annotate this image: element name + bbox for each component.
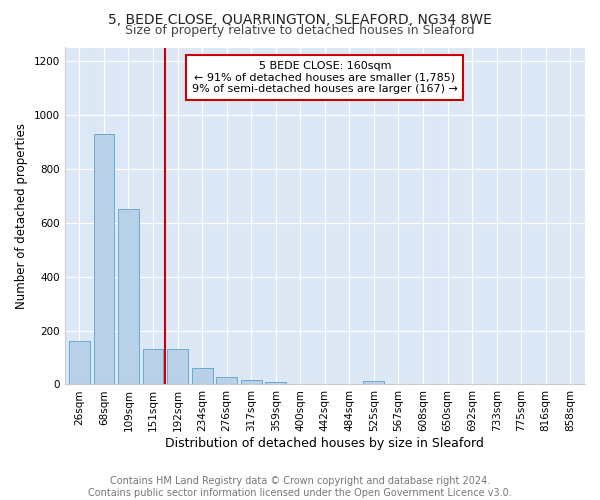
Bar xyxy=(94,134,115,384)
Bar xyxy=(241,380,262,384)
Bar xyxy=(265,382,286,384)
Bar xyxy=(143,350,163,384)
X-axis label: Distribution of detached houses by size in Sleaford: Distribution of detached houses by size … xyxy=(166,437,484,450)
Bar xyxy=(118,209,139,384)
Bar xyxy=(191,368,212,384)
Bar xyxy=(69,342,90,384)
Bar xyxy=(216,377,237,384)
Text: 5 BEDE CLOSE: 160sqm
← 91% of detached houses are smaller (1,785)
9% of semi-det: 5 BEDE CLOSE: 160sqm ← 91% of detached h… xyxy=(192,61,458,94)
Y-axis label: Number of detached properties: Number of detached properties xyxy=(15,123,28,309)
Text: Contains HM Land Registry data © Crown copyright and database right 2024.
Contai: Contains HM Land Registry data © Crown c… xyxy=(88,476,512,498)
Bar xyxy=(364,381,385,384)
Bar xyxy=(167,350,188,384)
Text: 5, BEDE CLOSE, QUARRINGTON, SLEAFORD, NG34 8WE: 5, BEDE CLOSE, QUARRINGTON, SLEAFORD, NG… xyxy=(108,12,492,26)
Text: Size of property relative to detached houses in Sleaford: Size of property relative to detached ho… xyxy=(125,24,475,37)
